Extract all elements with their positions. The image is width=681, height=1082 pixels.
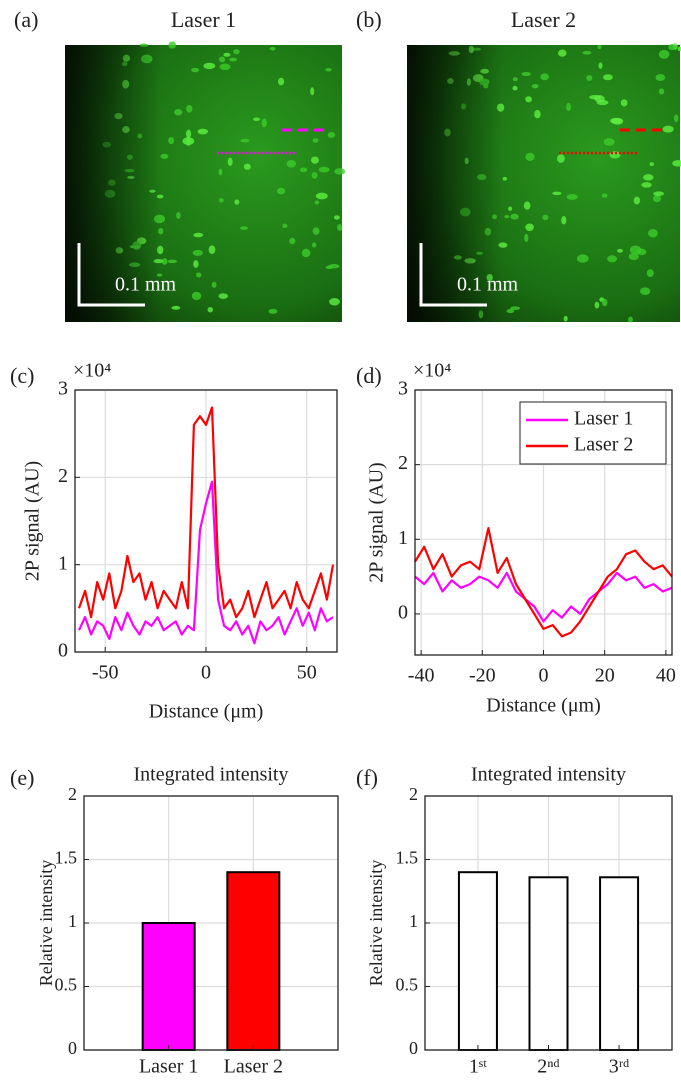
axes-box (424, 795, 673, 1051)
x-tick-label: 0 (201, 662, 211, 684)
y-scale-label: ×10⁴ (413, 360, 451, 382)
x-tick-label: Laser 1 (139, 1056, 198, 1078)
legend-label: Laser 2 (574, 434, 633, 456)
x-tick-label: 50 (297, 662, 317, 684)
y-tick-label: 1.5 (55, 848, 78, 868)
bar (226, 871, 281, 1052)
x-axis-label: Distance (μm) (486, 695, 601, 717)
y-tick-label: 0 (68, 1038, 77, 1058)
y-tick-label: 0 (409, 1038, 418, 1058)
axes-box (74, 389, 338, 653)
x-tick-label: 3ʳᵈ (609, 1056, 630, 1078)
y-tick-label: 0.5 (55, 975, 78, 995)
chart-title: Integrated intensity (471, 764, 626, 786)
scale-bar-label: 0.1 mm (115, 274, 177, 296)
y-tick-label: 3 (58, 378, 68, 400)
x-tick-label: -20 (469, 665, 496, 687)
legend-label: Laser 1 (574, 408, 633, 430)
y-tick-label: 3 (398, 378, 408, 400)
panel-label: (c) (10, 363, 34, 388)
x-axis-label: Distance (μm) (149, 701, 264, 723)
scale-bar-label: 0.1 mm (457, 274, 519, 296)
panel-label: (f) (356, 765, 378, 790)
micrograph-shade (407, 45, 680, 322)
legend-box (519, 401, 667, 465)
panel-label: (e) (10, 765, 34, 790)
chart-title: Integrated intensity (134, 764, 289, 786)
y-tick-label: 0.5 (396, 975, 419, 995)
x-tick-label: -40 (408, 665, 435, 687)
panel-label: (d) (356, 363, 382, 388)
bar (457, 871, 498, 1052)
series-line (77, 406, 335, 619)
y-axis-label: 2P signal (AU) (22, 461, 44, 581)
y-tick-label: 0 (58, 640, 68, 662)
scale-bar (419, 243, 487, 307)
image-title: Laser 1 (171, 7, 236, 32)
x-tick-label: 40 (656, 665, 676, 687)
panel-label: (a) (14, 7, 38, 32)
bar (141, 922, 196, 1051)
y-tick-label: 1 (68, 911, 77, 931)
bar (528, 876, 569, 1052)
panel-label: (b) (356, 7, 382, 32)
micrograph-shade (65, 45, 342, 322)
x-tick-label: Laser 2 (224, 1056, 283, 1078)
y-tick-label: 0 (398, 602, 408, 624)
y-tick-label: 1.5 (396, 848, 419, 868)
y-tick-label: 1 (409, 911, 418, 931)
series-line (414, 527, 673, 638)
x-tick-label: 20 (595, 665, 615, 687)
y-tick-label: 1 (398, 527, 408, 549)
axes-box (83, 795, 339, 1051)
x-tick-label: 0 (539, 665, 549, 687)
y-axis-label: Relative intensity (366, 860, 386, 986)
y-scale-label: ×10⁴ (73, 360, 111, 382)
x-tick-label: 2ⁿᵈ (537, 1056, 560, 1078)
y-tick-label: 2 (409, 784, 418, 804)
y-tick-label: 2 (58, 465, 68, 487)
axes-box (414, 389, 673, 656)
y-tick-label: 1 (58, 552, 68, 574)
y-tick-label: 2 (68, 784, 77, 804)
y-tick-label: 2 (398, 452, 408, 474)
x-tick-label: -50 (92, 662, 119, 684)
y-axis-label: 2P signal (AU) (366, 462, 388, 582)
y-axis-label: Relative intensity (36, 860, 56, 986)
series-line (414, 571, 673, 623)
x-tick-label: 1ˢᵗ (469, 1056, 487, 1078)
image-title: Laser 2 (511, 7, 576, 32)
scale-bar (77, 243, 145, 307)
series-line (78, 480, 334, 645)
bar (599, 876, 640, 1052)
